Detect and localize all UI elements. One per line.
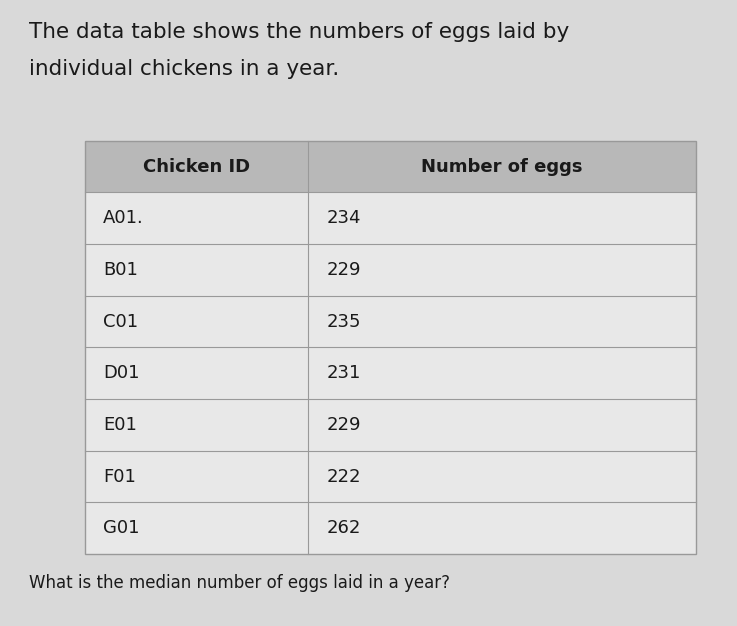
Text: What is the median number of eggs laid in a year?: What is the median number of eggs laid i… — [29, 573, 450, 592]
Point — [304, 550, 312, 558]
Bar — [85, 347, 696, 399]
Text: 222: 222 — [326, 468, 361, 486]
Bar — [85, 193, 696, 244]
Text: G01: G01 — [103, 519, 140, 537]
Text: Number of eggs: Number of eggs — [422, 158, 583, 176]
Bar — [85, 451, 696, 502]
Bar — [85, 244, 696, 296]
Bar — [85, 295, 696, 347]
Text: D01: D01 — [103, 364, 140, 382]
Text: Chicken ID: Chicken ID — [143, 158, 250, 176]
Text: The data table shows the numbers of eggs laid by: The data table shows the numbers of eggs… — [29, 22, 570, 42]
Bar — [85, 502, 696, 554]
Point — [304, 137, 312, 145]
Text: 262: 262 — [326, 519, 361, 537]
Text: 231: 231 — [326, 364, 361, 382]
Bar — [85, 141, 696, 554]
Text: individual chickens in a year.: individual chickens in a year. — [29, 59, 340, 80]
Bar — [85, 399, 696, 451]
Text: B01: B01 — [103, 261, 138, 279]
Text: 235: 235 — [326, 312, 361, 331]
Text: 229: 229 — [326, 416, 361, 434]
Text: 229: 229 — [326, 261, 361, 279]
Text: C01: C01 — [103, 312, 139, 331]
Text: F01: F01 — [103, 468, 136, 486]
Text: E01: E01 — [103, 416, 137, 434]
Text: 234: 234 — [326, 209, 361, 227]
Text: A01.: A01. — [103, 209, 144, 227]
Bar — [85, 141, 696, 193]
